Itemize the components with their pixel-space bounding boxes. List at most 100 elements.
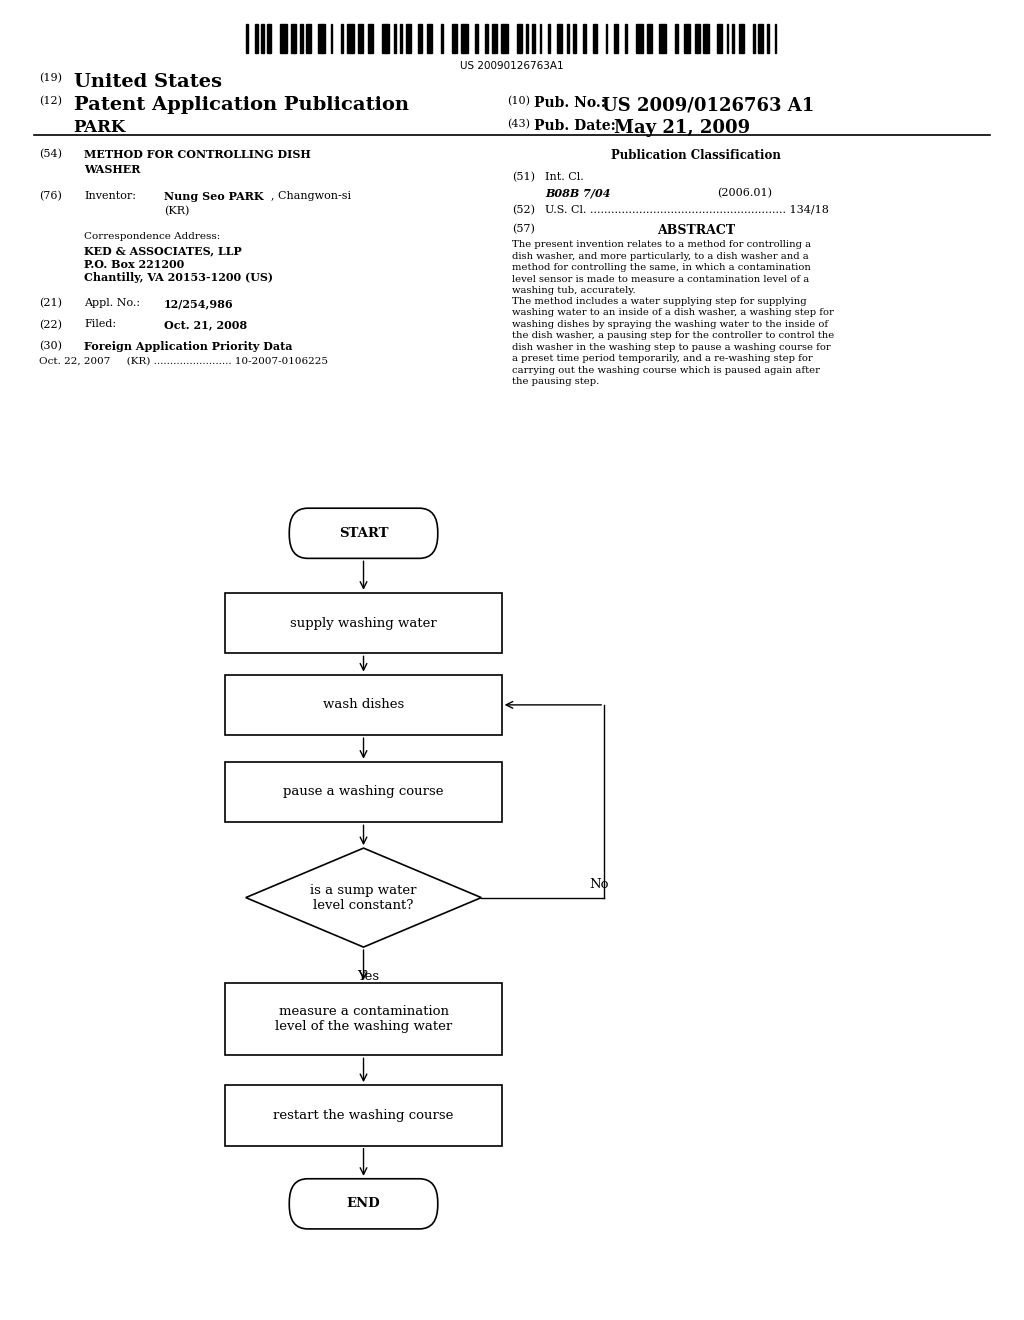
Bar <box>557 24 562 53</box>
Bar <box>246 24 248 53</box>
Bar <box>267 24 270 53</box>
Bar <box>318 24 326 53</box>
Text: Publication Classification: Publication Classification <box>611 149 781 162</box>
Bar <box>461 24 468 53</box>
FancyBboxPatch shape <box>289 508 438 558</box>
Text: (76): (76) <box>39 191 61 202</box>
Bar <box>346 24 353 53</box>
Bar <box>695 24 700 53</box>
Bar <box>300 24 303 53</box>
Text: is a sump water
level constant?: is a sump water level constant? <box>310 883 417 912</box>
Bar <box>280 24 287 53</box>
FancyBboxPatch shape <box>289 1179 438 1229</box>
Text: (KR): (KR) <box>164 206 189 216</box>
Text: Foreign Application Priority Data: Foreign Application Priority Data <box>84 341 293 351</box>
Bar <box>261 24 264 53</box>
Bar <box>684 24 689 53</box>
Bar <box>636 24 643 53</box>
Text: (21): (21) <box>39 298 61 309</box>
Text: , Changwon-si: , Changwon-si <box>271 191 351 202</box>
Bar <box>502 24 509 53</box>
Text: P.O. Box 221200: P.O. Box 221200 <box>84 259 184 269</box>
Text: PARK: PARK <box>74 119 126 136</box>
Bar <box>572 24 577 53</box>
Bar <box>675 24 678 53</box>
Bar <box>775 24 776 53</box>
Text: 12/254,986: 12/254,986 <box>164 298 233 309</box>
Text: (52): (52) <box>512 205 535 215</box>
Text: METHOD FOR CONTROLLING DISH
WASHER: METHOD FOR CONTROLLING DISH WASHER <box>84 149 310 174</box>
Text: (19): (19) <box>39 73 61 83</box>
Bar <box>647 24 652 53</box>
Text: (22): (22) <box>39 319 61 330</box>
Bar <box>400 24 402 53</box>
Bar <box>306 24 311 53</box>
Text: Filed:: Filed: <box>84 319 116 330</box>
Text: (12): (12) <box>39 96 61 107</box>
Text: supply washing water: supply washing water <box>290 616 437 630</box>
Text: Oct. 22, 2007     (KR) ........................ 10-2007-0106225: Oct. 22, 2007 (KR) .....................… <box>39 356 328 366</box>
FancyBboxPatch shape <box>225 1085 502 1146</box>
Bar <box>358 24 364 53</box>
Text: B08B 7/04: B08B 7/04 <box>545 187 610 198</box>
Text: Nung Seo PARK: Nung Seo PARK <box>164 191 263 202</box>
Bar <box>567 24 569 53</box>
Text: Int. Cl.: Int. Cl. <box>545 172 584 182</box>
Text: pause a washing course: pause a washing course <box>284 785 443 799</box>
Text: Correspondence Address:: Correspondence Address: <box>84 232 220 242</box>
Bar <box>625 24 627 53</box>
Bar <box>382 24 389 53</box>
Bar <box>526 24 527 53</box>
Bar <box>475 24 478 53</box>
Text: United States: United States <box>74 73 222 91</box>
Bar <box>548 24 550 53</box>
Bar <box>727 24 728 53</box>
Text: May 21, 2009: May 21, 2009 <box>614 119 751 137</box>
Bar <box>531 24 536 53</box>
Bar <box>255 24 258 53</box>
Text: (57): (57) <box>512 224 535 235</box>
Text: (51): (51) <box>512 172 535 182</box>
Text: U.S. Cl. ........................................................ 134/18: U.S. Cl. ...............................… <box>545 205 828 215</box>
Bar <box>583 24 587 53</box>
Text: (10): (10) <box>507 96 529 107</box>
Bar <box>759 24 764 53</box>
FancyBboxPatch shape <box>225 593 502 653</box>
Bar <box>718 24 723 53</box>
Bar <box>753 24 755 53</box>
FancyBboxPatch shape <box>225 675 502 735</box>
Text: Chantilly, VA 20153-1200 (US): Chantilly, VA 20153-1200 (US) <box>84 272 273 282</box>
Text: Patent Application Publication: Patent Application Publication <box>74 96 409 115</box>
Text: (43): (43) <box>507 119 529 129</box>
Text: wash dishes: wash dishes <box>323 698 404 711</box>
Text: Oct. 21, 2008: Oct. 21, 2008 <box>164 319 247 330</box>
Bar <box>485 24 487 53</box>
Bar <box>441 24 442 53</box>
Bar <box>703 24 709 53</box>
Text: Yes: Yes <box>357 970 380 983</box>
Text: START: START <box>339 527 388 540</box>
Text: ABSTRACT: ABSTRACT <box>657 224 735 238</box>
Bar <box>418 24 422 53</box>
Text: Pub. No.:: Pub. No.: <box>534 96 605 111</box>
Bar <box>517 24 522 53</box>
Text: Pub. Date:: Pub. Date: <box>534 119 615 133</box>
Bar <box>659 24 667 53</box>
Bar <box>739 24 744 53</box>
FancyBboxPatch shape <box>225 982 502 1056</box>
Bar <box>341 24 343 53</box>
Text: No: No <box>589 878 608 891</box>
Text: US 20090126763A1: US 20090126763A1 <box>460 61 564 71</box>
Text: Inventor:: Inventor: <box>84 191 136 202</box>
Bar <box>393 24 396 53</box>
Bar <box>369 24 374 53</box>
Bar <box>331 24 333 53</box>
Bar <box>605 24 607 53</box>
Text: restart the washing course: restart the washing course <box>273 1109 454 1122</box>
Text: (30): (30) <box>39 341 61 351</box>
Text: Appl. No.:: Appl. No.: <box>84 298 140 309</box>
Text: (2006.01): (2006.01) <box>717 187 772 198</box>
Bar <box>452 24 457 53</box>
Bar <box>291 24 296 53</box>
Text: KED & ASSOCIATES, LLP: KED & ASSOCIATES, LLP <box>84 246 242 256</box>
